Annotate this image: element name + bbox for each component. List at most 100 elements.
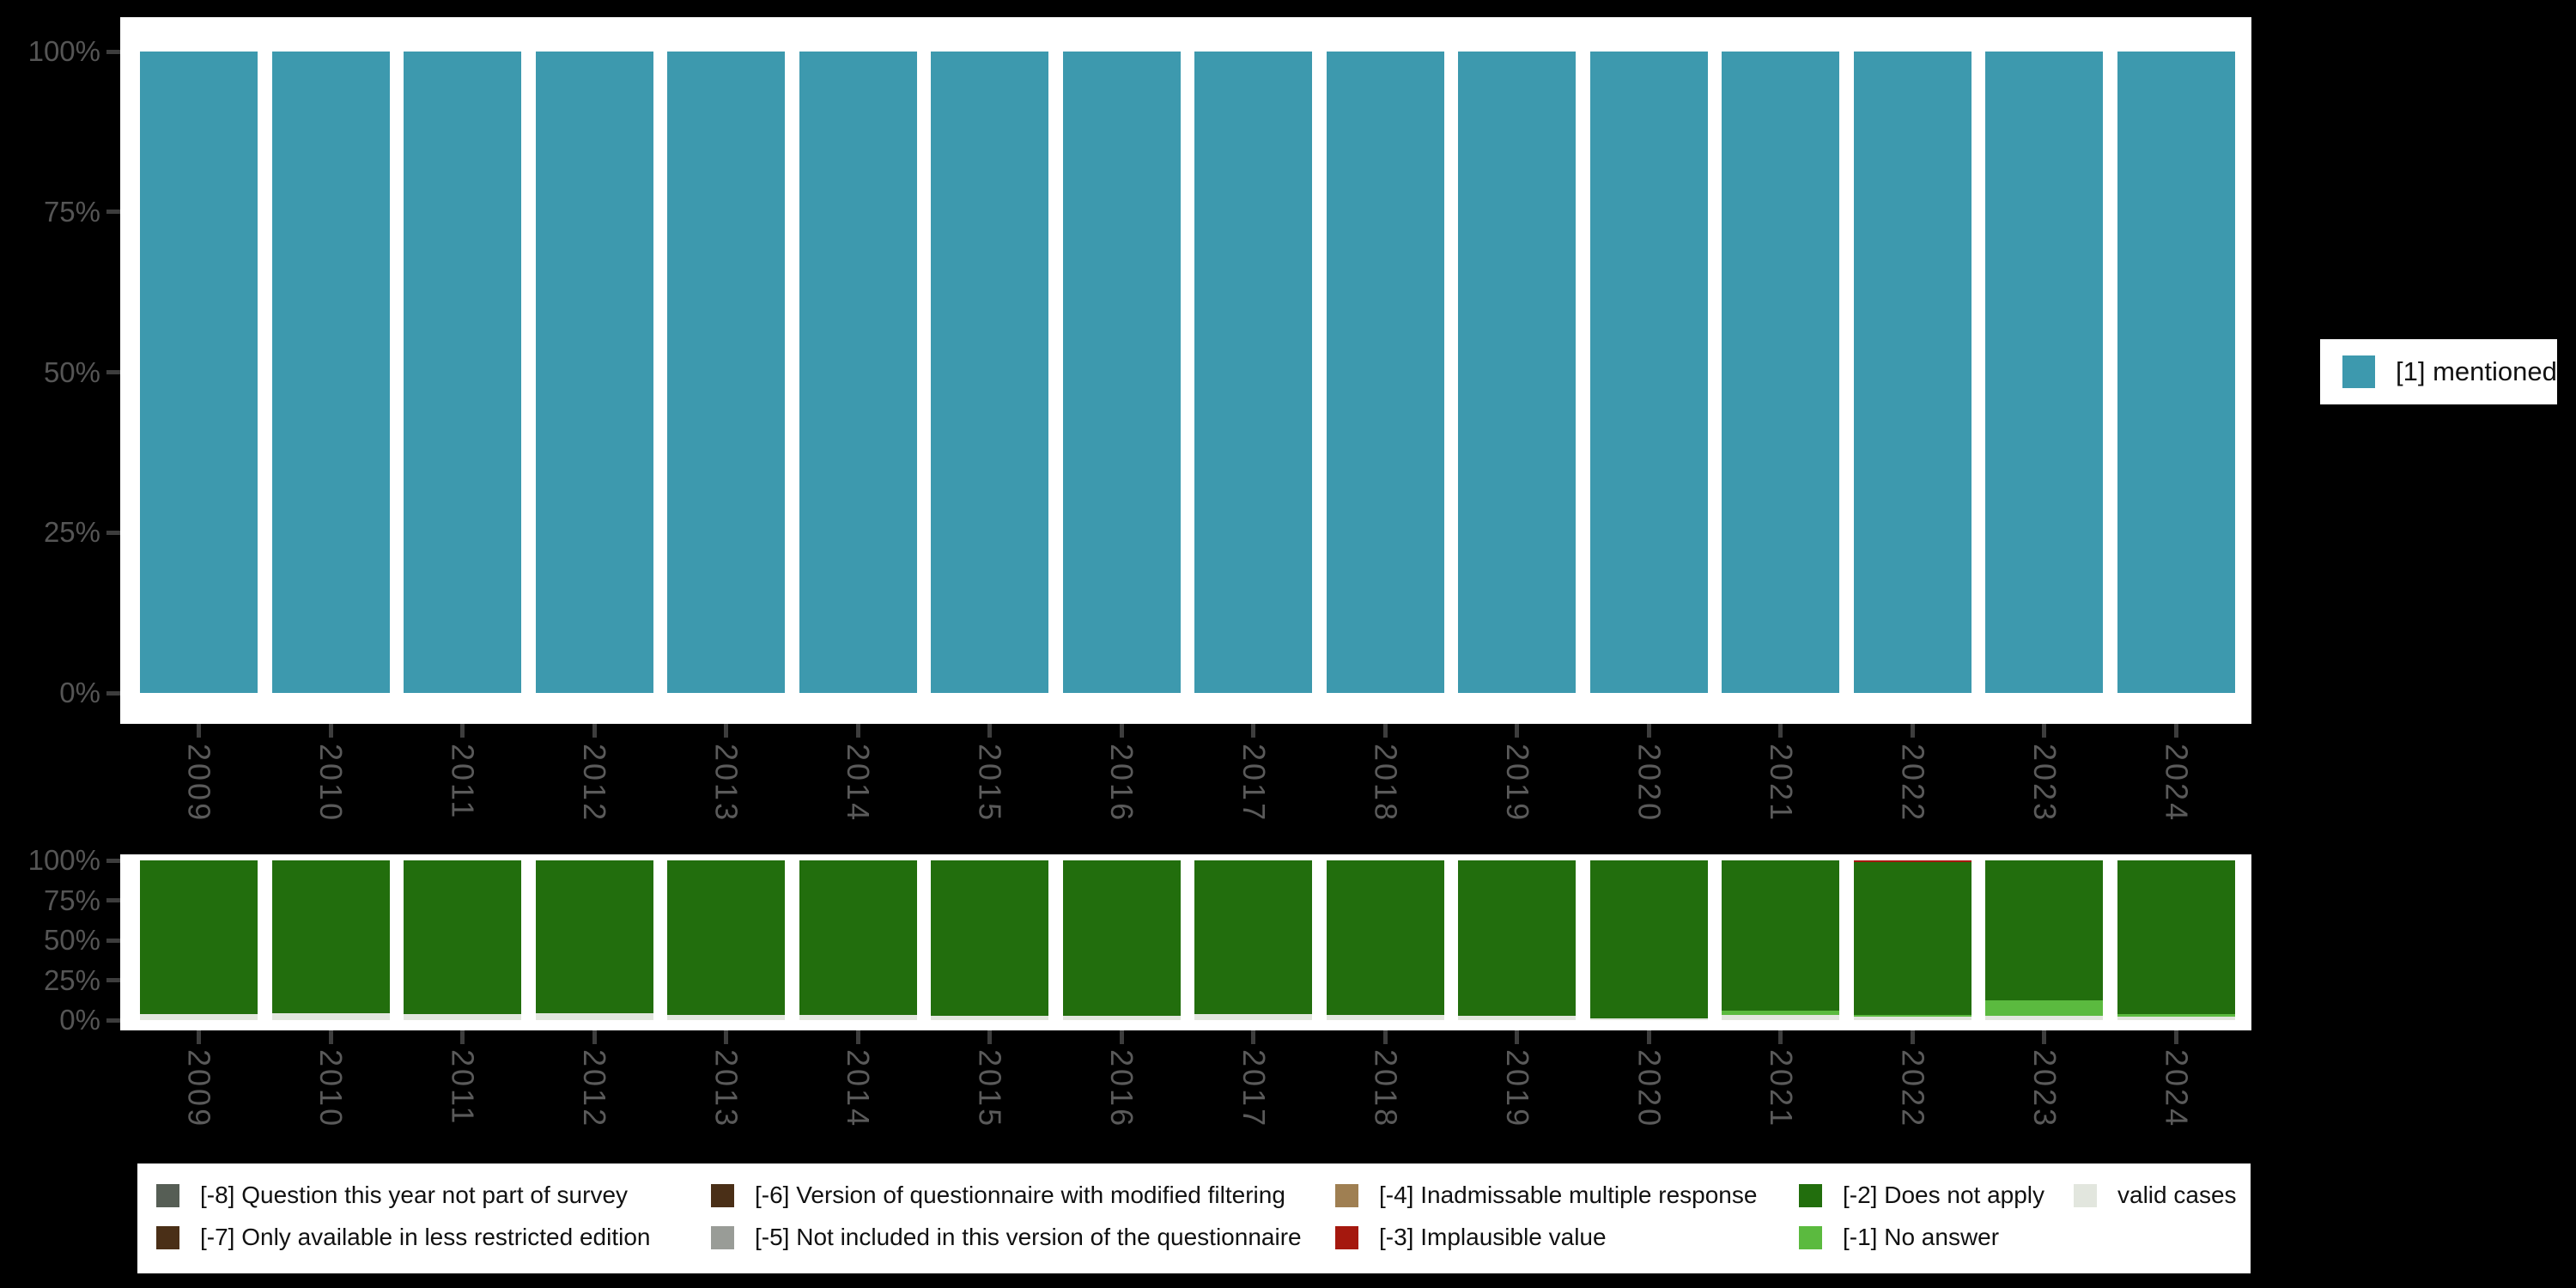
x-tick-label: 2020 bbox=[1631, 744, 1668, 823]
legend-swatch--8 bbox=[156, 1183, 179, 1207]
bar-segment bbox=[404, 1014, 522, 1020]
y-tick-mark bbox=[106, 1018, 120, 1023]
bar-2013 bbox=[667, 860, 786, 1020]
legend-item--6: [-6] Version of questionnaire with modif… bbox=[711, 1182, 1302, 1208]
y-tick-mark bbox=[106, 690, 120, 696]
legend-label--7: [-7] Only available in less restricted e… bbox=[200, 1224, 651, 1250]
x-tick-cell bbox=[272, 1030, 390, 1044]
bar-2010 bbox=[271, 860, 390, 1020]
y-tick-mark bbox=[106, 530, 120, 535]
x-label-2024: 2024 bbox=[2117, 1049, 2235, 1139]
x-tick-cell bbox=[536, 724, 653, 738]
bottom-bars bbox=[140, 860, 2235, 1020]
y-tick-mark bbox=[106, 370, 120, 374]
bar-segment bbox=[1985, 52, 2104, 693]
x-tick-cell bbox=[404, 724, 521, 738]
x-label-2013: 2013 bbox=[667, 744, 785, 833]
x-tick-cell bbox=[1327, 1030, 1444, 1044]
y-axis-row: 50% bbox=[0, 354, 120, 392]
bar-segment bbox=[1062, 52, 1181, 693]
x-tick-label: 2019 bbox=[1499, 1049, 1535, 1129]
x-tick-label: 2015 bbox=[972, 1049, 1008, 1129]
bar-segment bbox=[1853, 860, 1971, 862]
x-tick-mark bbox=[1382, 724, 1388, 738]
x-tick-label: 2009 bbox=[181, 1049, 217, 1129]
x-label-2023: 2023 bbox=[1985, 744, 2103, 833]
y-tick-mark bbox=[106, 978, 120, 982]
bar-2009 bbox=[140, 52, 258, 693]
bar-2021 bbox=[1722, 860, 1840, 1020]
x-tick-mark bbox=[1778, 1030, 1783, 1044]
x-label-2022: 2022 bbox=[1854, 1049, 1971, 1139]
y-tick-label: 50% bbox=[43, 924, 100, 956]
x-tick-mark bbox=[1382, 1030, 1388, 1044]
x-tick-label: 2015 bbox=[972, 744, 1008, 823]
x-label-2013: 2013 bbox=[667, 1049, 785, 1139]
x-tick-cell bbox=[1590, 1030, 1708, 1044]
y-tick-label: 100% bbox=[27, 844, 100, 876]
legend-label--2: [-2] Does not apply bbox=[1843, 1182, 2045, 1208]
bar-segment bbox=[535, 1012, 653, 1020]
bar-segment bbox=[1722, 860, 1840, 1011]
legend-label--6: [-6] Version of questionnaire with modif… bbox=[755, 1182, 1285, 1208]
bar-segment bbox=[799, 860, 917, 1016]
x-tick-mark bbox=[197, 1030, 201, 1044]
x-tick-cell bbox=[1458, 1030, 1576, 1044]
x-tick-mark bbox=[855, 1030, 860, 1044]
bar-2012 bbox=[535, 52, 653, 693]
y-tick-label: 25% bbox=[43, 963, 100, 996]
x-tick-cell bbox=[2117, 1030, 2235, 1044]
y-tick-mark bbox=[106, 898, 120, 902]
x-tick-mark bbox=[987, 724, 993, 738]
x-tick-label: 2020 bbox=[1631, 1049, 1668, 1129]
x-tick-mark bbox=[592, 724, 597, 738]
bar-2009 bbox=[140, 860, 258, 1020]
legend-swatch--6 bbox=[711, 1183, 734, 1207]
x-tick-label: 2022 bbox=[1895, 744, 1931, 823]
x-tick-label: 2016 bbox=[1104, 744, 1140, 823]
x-tick-mark bbox=[1119, 1030, 1124, 1044]
legend-swatch--1 bbox=[1799, 1225, 1822, 1249]
bar-2013 bbox=[667, 52, 786, 693]
x-tick-label: 2022 bbox=[1895, 1049, 1931, 1129]
x-label-2012: 2012 bbox=[536, 744, 653, 833]
y-axis-row: 25% bbox=[0, 513, 120, 551]
bar-2021 bbox=[1722, 52, 1840, 693]
x-label-2018: 2018 bbox=[1327, 744, 1444, 833]
mentioned-swatch bbox=[2342, 355, 2375, 388]
legend-swatch--5 bbox=[711, 1225, 734, 1249]
legend-item--4: [-4] Inadmissable multiple response bbox=[1335, 1182, 1757, 1208]
y-tick-mark bbox=[106, 49, 120, 54]
x-label-2020: 2020 bbox=[1590, 744, 1708, 833]
x-tick-mark bbox=[1515, 724, 1520, 738]
x-tick-mark bbox=[1646, 1030, 1651, 1044]
legend-column-2: [-6] Version of questionnaire with modif… bbox=[711, 1163, 1302, 1250]
x-tick-mark bbox=[197, 724, 201, 738]
y-axis-row: 0% bbox=[0, 1001, 120, 1039]
x-tick-cell bbox=[140, 724, 258, 738]
x-tick-label: 2021 bbox=[1763, 744, 1799, 823]
legend-missing-values: [-8] Question this year not part of surv… bbox=[137, 1163, 2251, 1273]
x-tick-cell bbox=[931, 1030, 1048, 1044]
x-tick-label: 2024 bbox=[2159, 744, 2195, 823]
y-axis-row: 100% bbox=[0, 841, 120, 879]
bar-2018 bbox=[1326, 52, 1444, 693]
legend-item--2: [-2] Does not apply bbox=[1799, 1182, 2045, 1208]
x-tick-label: 2018 bbox=[1368, 744, 1404, 823]
bottom-x-ticks bbox=[140, 1030, 2235, 1044]
bar-segment bbox=[1194, 1013, 1313, 1020]
x-label-2016: 2016 bbox=[1063, 1049, 1181, 1139]
bar-segment bbox=[931, 52, 1049, 693]
bar-segment bbox=[667, 860, 786, 1016]
bar-2011 bbox=[404, 860, 522, 1020]
bar-2023 bbox=[1985, 860, 2104, 1020]
legend-label-valid: valid cases bbox=[2117, 1182, 2237, 1208]
bar-segment bbox=[1062, 1016, 1181, 1020]
bar-segment bbox=[1722, 52, 1840, 693]
y-tick-label: 50% bbox=[43, 355, 100, 388]
x-tick-mark bbox=[1910, 724, 1915, 738]
x-tick-label: 2012 bbox=[577, 744, 613, 823]
bar-segment bbox=[667, 52, 786, 693]
x-label-2011: 2011 bbox=[404, 1049, 521, 1139]
x-tick-mark bbox=[328, 1030, 333, 1044]
